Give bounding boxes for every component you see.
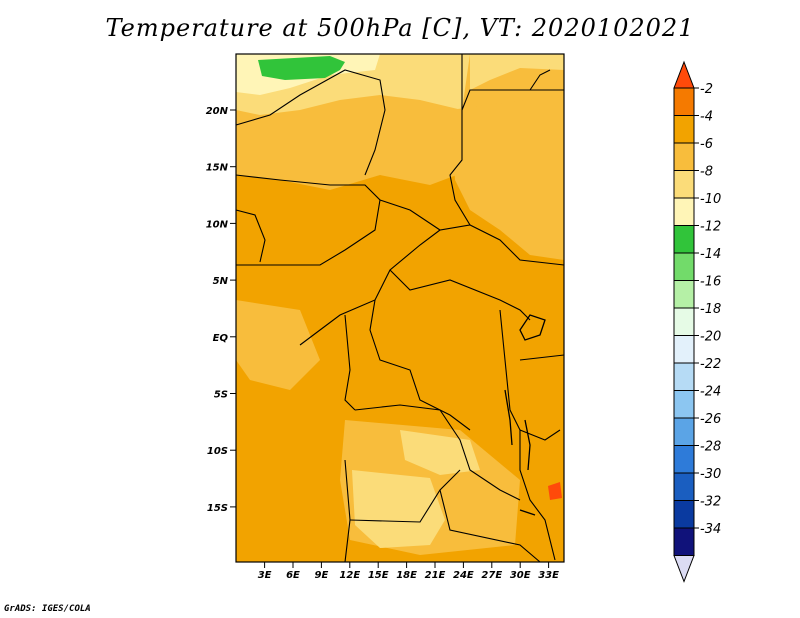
colorbar-label: -10 (700, 192, 721, 207)
colorbar-segment (673, 445, 695, 474)
colorbar-label: -2 (700, 82, 713, 97)
colorbar-label: -24 (700, 385, 721, 400)
colorbar-segment (673, 197, 695, 226)
colorbar-segment (673, 417, 695, 446)
map-frame (235, 53, 565, 563)
colorbar-label: -18 (700, 302, 721, 317)
colorbar-segment (673, 527, 695, 556)
colorbar-segment (673, 225, 695, 254)
colorbar-segment (673, 472, 695, 501)
colorbar-label: -6 (700, 137, 713, 152)
colorbar-label: -12 (700, 220, 721, 235)
colorbar-segment (673, 170, 695, 199)
field-northeast-yellow (470, 54, 564, 90)
lon-label: 33E (538, 570, 559, 581)
colorbar-bottom-arrow (673, 555, 695, 583)
lat-label: 20N (206, 106, 229, 117)
longitude-axis: 3E 6E 9E 12E 15E 18E 21E 24E 27E 30E 33E (258, 562, 559, 581)
field-north-green (258, 56, 345, 80)
field-east-mid (450, 95, 564, 260)
colorbar-top-arrow (673, 60, 695, 89)
colorbar-label: -22 (700, 357, 721, 372)
lon-label: 18E (396, 570, 417, 581)
colorbar: -2 -4 -6 -8 -10 -12 -14 -16 -18 -20 -22 -24 -26 -28 -3… (673, 60, 721, 583)
field-south-yellow (352, 470, 445, 548)
lon-label: 9E (315, 570, 329, 581)
field-west-mid (236, 300, 320, 390)
lon-label: 27E (481, 570, 502, 581)
colorbar-label: -14 (700, 247, 721, 262)
lon-label: 30E (510, 570, 531, 581)
colorbar-label: -26 (700, 412, 721, 427)
lat-label: EQ (213, 333, 229, 344)
colorbar-label: -20 (700, 330, 721, 345)
colorbar-segment (673, 142, 695, 171)
colorbar-segment (673, 280, 695, 309)
colorbar-segment (673, 362, 695, 391)
colorbar-segment (673, 500, 695, 529)
colorbar-label: -34 (700, 522, 721, 537)
lon-label: 6E (286, 570, 300, 581)
colorbar-label: -28 (700, 440, 721, 455)
lon-label: 21E (425, 570, 446, 581)
lon-label: 12E (339, 570, 360, 581)
map-field (235, 54, 565, 563)
lakes (504, 314, 546, 516)
colorbar-label: -16 (700, 275, 721, 290)
lat-label: 15N (206, 163, 229, 174)
colorbar-label: -4 (700, 110, 713, 125)
lon-label: 3E (258, 570, 272, 581)
colorbar-segment (673, 335, 695, 364)
grads-credit: GrADS: IGES/COLA (4, 604, 91, 614)
lat-label: 10N (206, 219, 229, 230)
chart-title: Temperature at 500hPa [C], VT: 202010202… (105, 14, 695, 42)
colorbar-segment (673, 390, 695, 419)
field-red-spot (548, 482, 562, 500)
latitude-axis: 20N 15N 10N 5N EQ 5S 10S 15S (206, 106, 236, 514)
lat-label: 10S (207, 446, 228, 457)
lat-label: 15S (207, 503, 228, 514)
lat-label: 5S (214, 390, 228, 401)
colorbar-segment (673, 307, 695, 336)
country-boundaries (235, 54, 565, 563)
colorbar-label: -32 (700, 495, 721, 510)
colorbar-segment (673, 115, 695, 144)
lat-label: 5N (213, 276, 229, 287)
colorbar-label: -8 (700, 165, 713, 180)
colorbar-segment (673, 252, 695, 281)
lon-label: 15E (368, 570, 389, 581)
lon-label: 24E (453, 570, 474, 581)
colorbar-label: -30 (700, 467, 721, 482)
colorbar-segment (673, 87, 695, 116)
